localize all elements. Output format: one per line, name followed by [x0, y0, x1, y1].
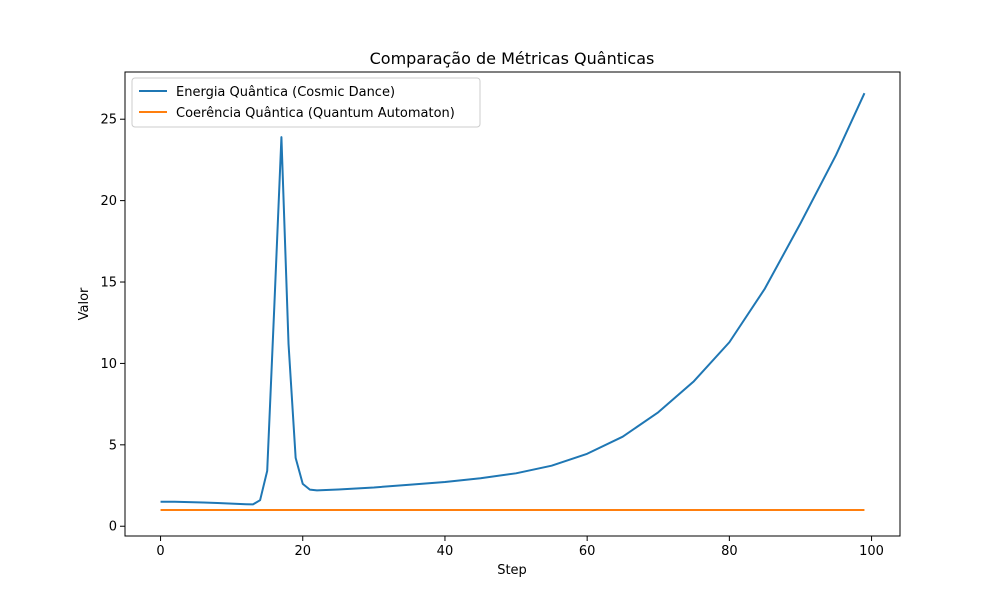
axis-ticks: 0 20 40 60 80 100 0 5 10 15 20 25 [100, 113, 884, 559]
series-line-0 [160, 92, 866, 506]
plot-area [125, 72, 900, 536]
y-tick-label-10: 10 [100, 357, 117, 372]
legend-label-energia: Energia Quântica (Cosmic Dance) [176, 85, 395, 100]
series-layer [160, 92, 866, 511]
y-tick-label-0: 0 [109, 520, 117, 535]
y-tick-label-25: 25 [100, 113, 117, 128]
legend: Energia Quântica (Cosmic Dance) Coerênci… [131, 77, 481, 128]
y-tick-label-5: 5 [109, 438, 117, 453]
x-axis-label: Step [497, 563, 527, 578]
legend-box [131, 77, 481, 128]
y-tick-label-20: 20 [100, 194, 117, 209]
x-tick-label-100: 100 [859, 544, 884, 559]
legend-label-coerencia: Coerência Quântica (Quantum Automaton) [176, 106, 455, 121]
plot-frame [124, 71, 901, 537]
x-tick-label-20: 20 [294, 544, 311, 559]
x-tick-label-0: 0 [156, 544, 164, 559]
chart-title: Comparação de Métricas Quânticas [370, 49, 655, 68]
y-tick-label-15: 15 [100, 276, 117, 291]
y-axis-label: Valor [77, 287, 92, 320]
x-tick-label-80: 80 [721, 544, 738, 559]
x-tick-label-40: 40 [437, 544, 454, 559]
x-tick-label-60: 60 [579, 544, 596, 559]
